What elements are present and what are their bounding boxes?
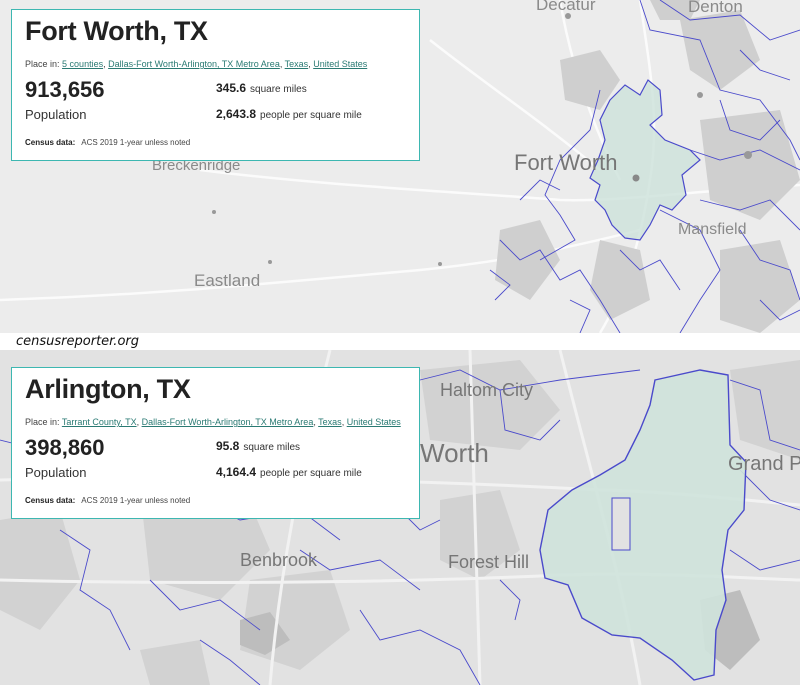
fort-worth-map-canvas[interactable]: Decatur Denton Fort Worth Breckenridge E… [0,0,800,333]
place-in-label: Place in: [25,417,60,427]
census-data-label: Census data: [25,138,76,147]
arlington-boundary[interactable] [539,369,747,681]
place-in-breadcrumb: Place in: Tarrant County, TX, Dallas-For… [25,417,401,427]
census-data-label: Census data: [25,496,76,505]
label-decatur: Decatur [536,0,596,14]
label-worth: Worth [420,438,489,468]
area-value: 95.8 [216,439,240,453]
label-grand-prairie: Grand Pr [728,453,800,475]
density-stat: 4,164.4 people per square mile [216,465,362,479]
place-summary-card: Fort Worth, TX Place in: 5 counties, Dal… [11,9,420,161]
place-summary-card: Arlington, TX Place in: Tarrant County, … [11,367,420,519]
place-title: Fort Worth, TX [25,16,208,46]
area-unit: square miles [243,442,301,453]
place-in-label: Place in: [25,59,60,69]
area-unit: square miles [250,84,307,95]
density-stat: 2,643.8 people per square mile [216,107,362,121]
area-value: 345.6 [216,81,247,95]
place-in-link-state[interactable]: Texas [318,417,342,427]
label-fort-worth: Fort Worth [514,150,618,175]
source-caption: censusreporter.org [16,334,139,349]
population-label: Population [25,465,87,480]
place-in-link-country[interactable]: United States [313,59,368,69]
census-data-value: ACS 2019 1-year unless noted [81,496,191,505]
census-data-note: Census data: ACS 2019 1-year unless noted [25,138,190,147]
place-in-link-state[interactable]: Texas [284,59,309,69]
population-label: Population [25,107,87,122]
label-breckenridge: Breckenridge [152,157,240,174]
place-in-link-metro[interactable]: Dallas-Fort Worth-Arlington, TX Metro Ar… [108,59,280,69]
arlington-map-canvas[interactable]: Haltom City Worth Grand Pr Benbrook Fore… [0,350,800,685]
city-boundaries [489,0,800,333]
place-in-link-metro[interactable]: Dallas-Fort Worth-Arlington, TX Metro Ar… [141,417,314,427]
fort-worth-map[interactable]: Decatur Denton Fort Worth Breckenridge E… [0,0,800,333]
label-benbrook: Benbrook [240,550,318,570]
urban-areas [495,0,800,333]
place-in-link-counties[interactable]: 5 counties [62,59,104,69]
arlington-map[interactable]: Haltom City Worth Grand Pr Benbrook Fore… [0,350,800,685]
area-stat: 95.8 square miles [216,439,300,453]
population-value: 913,656 [25,77,105,102]
label-eastland: Eastland [194,271,260,290]
city-dots [212,13,752,266]
fort-worth-boundary[interactable] [589,79,701,241]
density-unit: people per square mile [260,468,362,479]
label-mansfield: Mansfield [678,221,746,238]
fort-worth-city-dot [632,174,640,182]
place-title: Arlington, TX [25,374,191,404]
label-denton: Denton [688,0,743,16]
label-haltom-city: Haltom City [440,380,533,400]
census-data-value: ACS 2019 1-year unless noted [81,138,191,147]
density-value: 4,164.4 [216,465,257,479]
highways [0,0,800,333]
census-data-note: Census data: ACS 2019 1-year unless noted [25,496,190,505]
arlington-enclave [611,497,631,551]
place-in-link-country[interactable]: United States [346,417,401,427]
population-value: 398,860 [25,435,105,460]
place-in-link-county[interactable]: Tarrant County, TX [61,417,137,427]
density-unit: people per square mile [260,110,362,121]
density-value: 2,643.8 [216,107,257,121]
place-in-breadcrumb: Place in: 5 counties, Dallas-Fort Worth-… [25,59,368,69]
area-stat: 345.6 square miles [216,81,307,95]
label-forest-hill: Forest Hill [448,552,529,572]
